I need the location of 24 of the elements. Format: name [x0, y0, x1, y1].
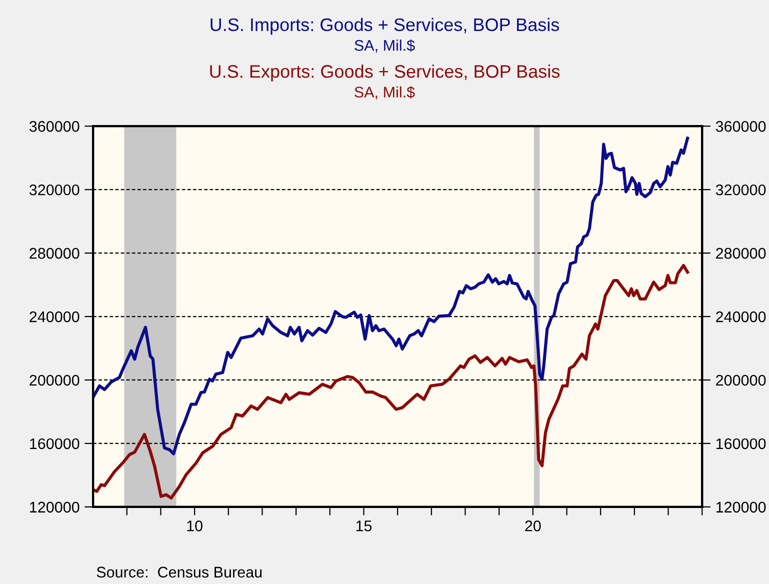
y2-tick-label: 200000	[716, 374, 766, 386]
text: SA, Mil.$	[354, 39, 415, 53]
y2-tick-label: 240000	[716, 311, 766, 322]
text: U.S. Imports: Goods + Services, BOP Basis	[210, 18, 560, 35]
line-series	[93, 264, 690, 500]
y-tick-label: 280000	[30, 248, 80, 259]
y2-tick-label: 120000	[716, 502, 766, 513]
chart-subtitle: SA, Mil.$	[354, 86, 415, 100]
y-tick-label: 120000	[30, 502, 80, 513]
x-tick-label: 10	[187, 520, 202, 532]
y-tick-label: 320000	[29, 184, 80, 196]
y-tick-label: 160000	[30, 438, 80, 450]
line-series	[93, 136, 690, 456]
source-note: Source: Census Bureau	[96, 566, 262, 578]
y2-tick-label: 160000	[716, 438, 766, 450]
y2-tick-label: 280000	[716, 248, 766, 259]
x-tick-label: 15	[356, 520, 372, 532]
y-tick-label: 360000	[29, 121, 80, 132]
text: U.S. Exports: Goods + Services, BOP Basis	[210, 64, 560, 82]
y-tick-label: 200000	[30, 374, 80, 386]
y-tick-label: 240000	[30, 311, 80, 322]
x-tick-label: 20	[525, 520, 541, 532]
y2-tick-label: 320000	[716, 184, 766, 196]
y2-tick-label: 360000	[716, 121, 766, 132]
